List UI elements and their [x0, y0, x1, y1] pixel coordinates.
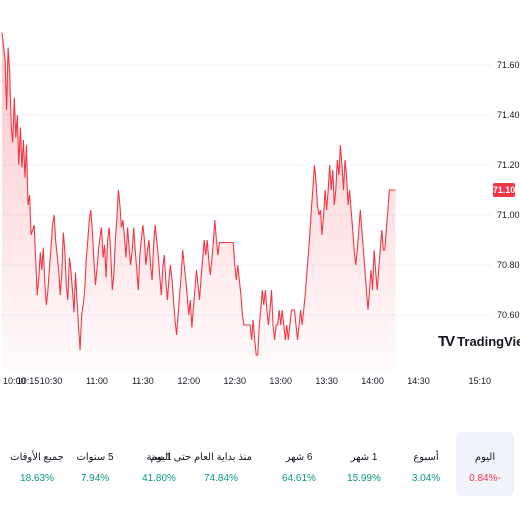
period-label: 5 سنوات	[76, 452, 114, 463]
x-tick-label: 11:00	[86, 376, 108, 386]
period-tab[interactable]: 1 شهر 15.99%	[333, 432, 395, 496]
x-tick-label: 13:00	[269, 376, 292, 386]
current-price-label: 71.10	[493, 185, 516, 195]
period-label: اليوم	[474, 452, 496, 463]
period-change-value: 41.80%	[142, 473, 176, 484]
period-change-value: 7.94%	[80, 473, 110, 484]
current-price-badge: 71.10	[493, 183, 516, 197]
x-tick-label: 10:30	[40, 376, 63, 386]
x-tick-label: 13:30	[315, 376, 338, 386]
x-tick-label: 12:30	[223, 376, 246, 386]
x-tick-label: 14:00	[361, 376, 384, 386]
period-change-value: 74.84%	[204, 473, 238, 484]
period-change-value: 64.61%	[282, 473, 316, 484]
tradingview-logo[interactable]: TV TradingView	[438, 333, 520, 350]
y-tick-label: 71.60	[497, 60, 520, 70]
x-tick-label: 10:00	[3, 376, 26, 386]
y-tick-label: 71.00	[497, 210, 520, 220]
period-tab[interactable]: 6 شهر 64.61%	[268, 432, 330, 496]
period-label: منذ بداية العام حتى اليوم	[150, 452, 252, 463]
y-tick-label: 70.80	[497, 260, 520, 270]
y-tick-label: 71.20	[497, 160, 520, 170]
period-tab[interactable]: أسبوع 3.04%	[395, 432, 457, 496]
period-tab[interactable]: اليوم 0.84%-	[456, 432, 514, 496]
period-label: جميع الأوقات	[10, 452, 64, 463]
performance-periods: اليوم 0.84%- أسبوع 3.04% 1 شهر 15.99% 6 شهر 64.…	[0, 428, 520, 520]
x-tick-label: 12:00	[178, 376, 201, 386]
period-change-value: 15.99%	[347, 473, 381, 484]
period-label: 1 سنة	[146, 452, 172, 463]
price-area	[2, 32, 396, 370]
period-label: 1 شهر	[350, 452, 378, 463]
period-change-value: 0.84%-	[469, 473, 501, 484]
period-change-value: 18.63%	[20, 473, 54, 484]
x-tick-label: 11:30	[132, 376, 154, 386]
y-axis: 71.60 71.40 71.20 71.00 70.80 70.60	[497, 60, 520, 320]
period-tab[interactable]: 1 سنة 41.80%	[128, 432, 190, 496]
period-label: 6 شهر	[285, 452, 313, 463]
y-tick-label: 70.60	[497, 310, 520, 320]
x-tick-label: 10:15	[17, 376, 40, 386]
period-change-value: 3.04%	[411, 473, 441, 484]
tradingview-logo-text: TradingView	[457, 334, 520, 349]
period-tab[interactable]: منذ بداية العام حتى اليوم 74.84%	[150, 432, 252, 496]
price-line	[1, 32, 396, 356]
period-label: أسبوع	[413, 452, 439, 463]
price-chart[interactable]: 71.60 71.40 71.20 71.00 70.80 70.60 10:0010:1…	[0, 0, 520, 400]
tradingview-logo-icon: TV	[438, 333, 455, 350]
y-tick-label: 71.40	[497, 110, 520, 120]
period-tab[interactable]: 5 سنوات 7.94%	[64, 432, 126, 496]
period-tab[interactable]: جميع الأوقات 18.63%	[6, 432, 68, 496]
x-tick-label: 15:10	[468, 376, 491, 386]
x-tick-label: 14:30	[407, 376, 430, 386]
